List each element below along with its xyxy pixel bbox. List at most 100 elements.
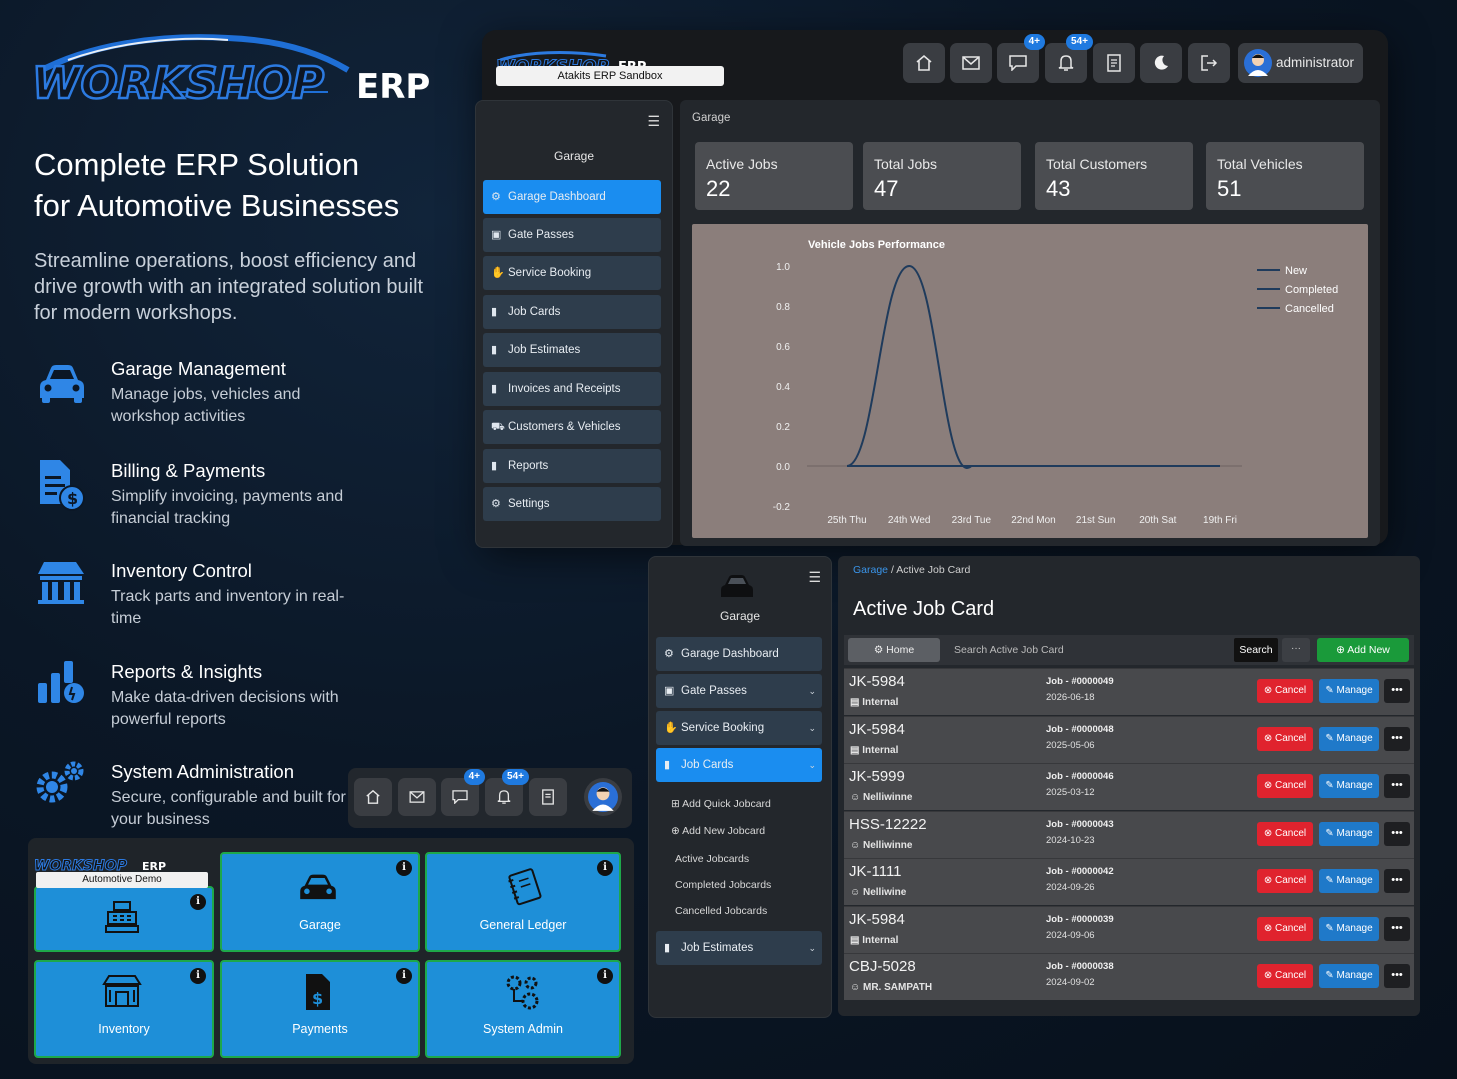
search-button[interactable]: Search (1234, 638, 1278, 662)
more-options-button[interactable]: ••• (1384, 964, 1410, 988)
module-tile-pos[interactable]: i (34, 886, 214, 952)
cancel-button[interactable]: ⊗ Cancel (1257, 726, 1313, 751)
home-button[interactable] (903, 43, 945, 83)
cancel-button[interactable]: ⊗ Cancel (1257, 774, 1313, 798)
table-row[interactable]: CBJ-5028 ☺ MR. SAMPATH Job - #0000038 2024-… (844, 953, 1414, 1000)
sidebar-item-garage-dashboard[interactable]: ⚙ Garage Dashboard (656, 637, 822, 671)
notes-button[interactable] (1093, 43, 1135, 83)
notifications-button[interactable]: 54+ (1045, 34, 1093, 83)
more-options-button[interactable]: ••• (1384, 916, 1410, 941)
breadcrumb-link-garage[interactable]: Garage (853, 564, 889, 576)
info-icon[interactable]: i (190, 894, 206, 910)
sidebar-item-job-estimates[interactable]: ▮ Job Estimates ⌄ (656, 931, 822, 965)
building-icon: ▤ (850, 934, 860, 946)
notes-button[interactable] (529, 778, 567, 816)
manage-button[interactable]: ✎ Manage (1319, 964, 1379, 988)
module-tile-inventory[interactable]: Inventory i (34, 960, 214, 1058)
more-options-button[interactable]: ••• (1384, 774, 1410, 798)
manage-button[interactable]: ✎ Manage (1319, 726, 1379, 751)
job-date: 2025-03-12 (1046, 787, 1095, 798)
manage-button[interactable]: ✎ Manage (1319, 679, 1379, 703)
ellipsis-icon: ••• (1391, 779, 1403, 791)
info-icon[interactable]: i (396, 860, 412, 876)
info-icon[interactable]: i (597, 968, 613, 984)
job-date: 2026-06-18 (1046, 692, 1095, 703)
search-input[interactable] (946, 638, 1230, 662)
add-new-button[interactable]: ⊕ Add New (1317, 638, 1409, 662)
table-row[interactable]: JK-1111 ☺ Nelliwine Job - #0000042 2024-09-… (844, 858, 1414, 905)
sidebar-subitem-cancelled-jobcards[interactable]: Cancelled Jobcards (675, 905, 768, 917)
chevron-down-icon: ⌄ (808, 943, 816, 953)
sidebar-item-service-booking[interactable]: ✋ Service Booking (483, 256, 661, 290)
dark-mode-button[interactable] (1140, 43, 1182, 83)
more-options-button[interactable]: ••• (1384, 869, 1410, 893)
cancel-button[interactable]: ⊗ Cancel (1257, 916, 1313, 941)
module-tile-system-admin[interactable]: System Admin i (425, 960, 621, 1058)
legend-label: Completed (1285, 284, 1338, 296)
stat-card-total-vehicles[interactable]: Total Vehicles 51 (1206, 142, 1364, 210)
sidebar-item-invoices-receipts[interactable]: ▮ Invoices and Receipts (483, 372, 661, 406)
manage-button[interactable]: ✎ Manage (1319, 869, 1379, 893)
module-tile-garage[interactable]: Garage i (220, 852, 420, 952)
sidebar-item-job-cards[interactable]: ▮ Job Cards (483, 295, 661, 329)
sidebar-item-reports[interactable]: ▮ Reports (483, 449, 661, 483)
sidebar-item-garage-dashboard[interactable]: ⚙ Garage Dashboard (483, 180, 661, 214)
chat-button[interactable]: 4+ (441, 769, 485, 816)
module-tile-general-ledger[interactable]: General Ledger i (425, 852, 621, 952)
gears-icon (36, 761, 84, 803)
sidebar-item-job-cards[interactable]: ▮ Job Cards ⌄ (656, 748, 822, 782)
cancel-button[interactable]: ⊗ Cancel (1257, 821, 1313, 846)
info-icon[interactable]: i (190, 968, 206, 984)
home-button[interactable]: ⚙ Home (848, 638, 940, 662)
module-tile-payments[interactable]: $ Payments i (220, 960, 420, 1058)
menu-toggle-icon[interactable]: ☰ (647, 113, 660, 129)
menu-toggle-icon[interactable]: ☰ (808, 569, 821, 585)
mail-button[interactable] (398, 778, 436, 816)
table-row[interactable]: JK-5984 ▤ Internal Job - #0000049 2026-06-1… (844, 668, 1414, 715)
table-row[interactable]: JK-5999 ☺ Nelliwinne Job - #0000046 2025-03… (844, 763, 1414, 810)
workshop-erp-logo: WORKSHOP ERP (31, 34, 430, 110)
chat-button[interactable]: 4+ (997, 34, 1045, 83)
stat-card-total-customers[interactable]: Total Customers 43 (1035, 142, 1193, 210)
table-row[interactable]: JK-5984 ▤ Internal Job - #0000048 2025-05-0… (844, 715, 1414, 763)
stat-value: 43 (1046, 176, 1071, 201)
sidebar-item-job-estimates[interactable]: ▮ Job Estimates (483, 333, 661, 367)
sidebar-item-settings[interactable]: ⚙ Settings (483, 487, 661, 521)
sidebar-subitem-completed-jobcards[interactable]: Completed Jobcards (675, 879, 772, 891)
more-options-button[interactable]: ••• (1384, 726, 1410, 751)
table-row[interactable]: HSS-12222 ☺ Nelliwinne Job - #0000043 2024-… (844, 810, 1414, 858)
mail-button[interactable] (950, 43, 992, 83)
sidebar-subitem-add-new-jobcard[interactable]: ⊕ Add New Jobcard (671, 825, 766, 837)
sidebar-subitem-active-jobcards[interactable]: Active Jobcards (675, 853, 750, 865)
cancel-button[interactable]: ⊗ Cancel (1257, 869, 1313, 893)
user-menu-button[interactable]: administrator (1238, 43, 1363, 83)
sidebar-item-gate-passes[interactable]: ▣ Gate Passes (483, 218, 661, 252)
stat-card-total-jobs[interactable]: Total Jobs 47 (863, 142, 1021, 210)
cancel-button[interactable]: ⊗ Cancel (1257, 679, 1313, 703)
table-row[interactable]: JK-5984 ▤ Internal Job - #0000039 2024-09-0… (844, 905, 1414, 953)
manage-button[interactable]: ✎ Manage (1319, 774, 1379, 798)
module-label: Payments (292, 1022, 348, 1036)
notifications-button[interactable]: 54+ (485, 769, 529, 816)
sidebar-subitem-add-quick-jobcard[interactable]: ⊞ Add Quick Jobcard (671, 798, 771, 810)
sidebar-item-service-booking[interactable]: ✋ Service Booking ⌄ (656, 711, 822, 745)
home-button[interactable] (354, 778, 392, 816)
logout-button[interactable] (1188, 43, 1230, 83)
stat-label: Active Jobs (706, 156, 778, 172)
logout-icon (1201, 55, 1218, 71)
cancel-button[interactable]: ⊗ Cancel (1257, 964, 1313, 988)
info-icon[interactable]: i (396, 968, 412, 984)
more-options-button[interactable]: ••• (1384, 821, 1410, 846)
id-card-icon: ▣ (664, 685, 675, 697)
more-options-button[interactable]: ··· (1282, 638, 1310, 662)
info-icon[interactable]: i (597, 860, 613, 876)
job-number: Job - #0000046 (1046, 771, 1114, 782)
avatar[interactable] (584, 778, 622, 816)
manage-button[interactable]: ✎ Manage (1319, 916, 1379, 941)
home-icon (916, 54, 932, 71)
stat-card-active-jobs[interactable]: Active Jobs 22 (695, 142, 853, 210)
more-options-button[interactable]: ••• (1384, 679, 1410, 703)
sidebar-item-gate-passes[interactable]: ▣ Gate Passes ⌄ (656, 674, 822, 708)
sidebar-item-customers-vehicles[interactable]: ⛟ Customers & Vehicles (483, 410, 661, 444)
manage-button[interactable]: ✎ Manage (1319, 821, 1379, 846)
